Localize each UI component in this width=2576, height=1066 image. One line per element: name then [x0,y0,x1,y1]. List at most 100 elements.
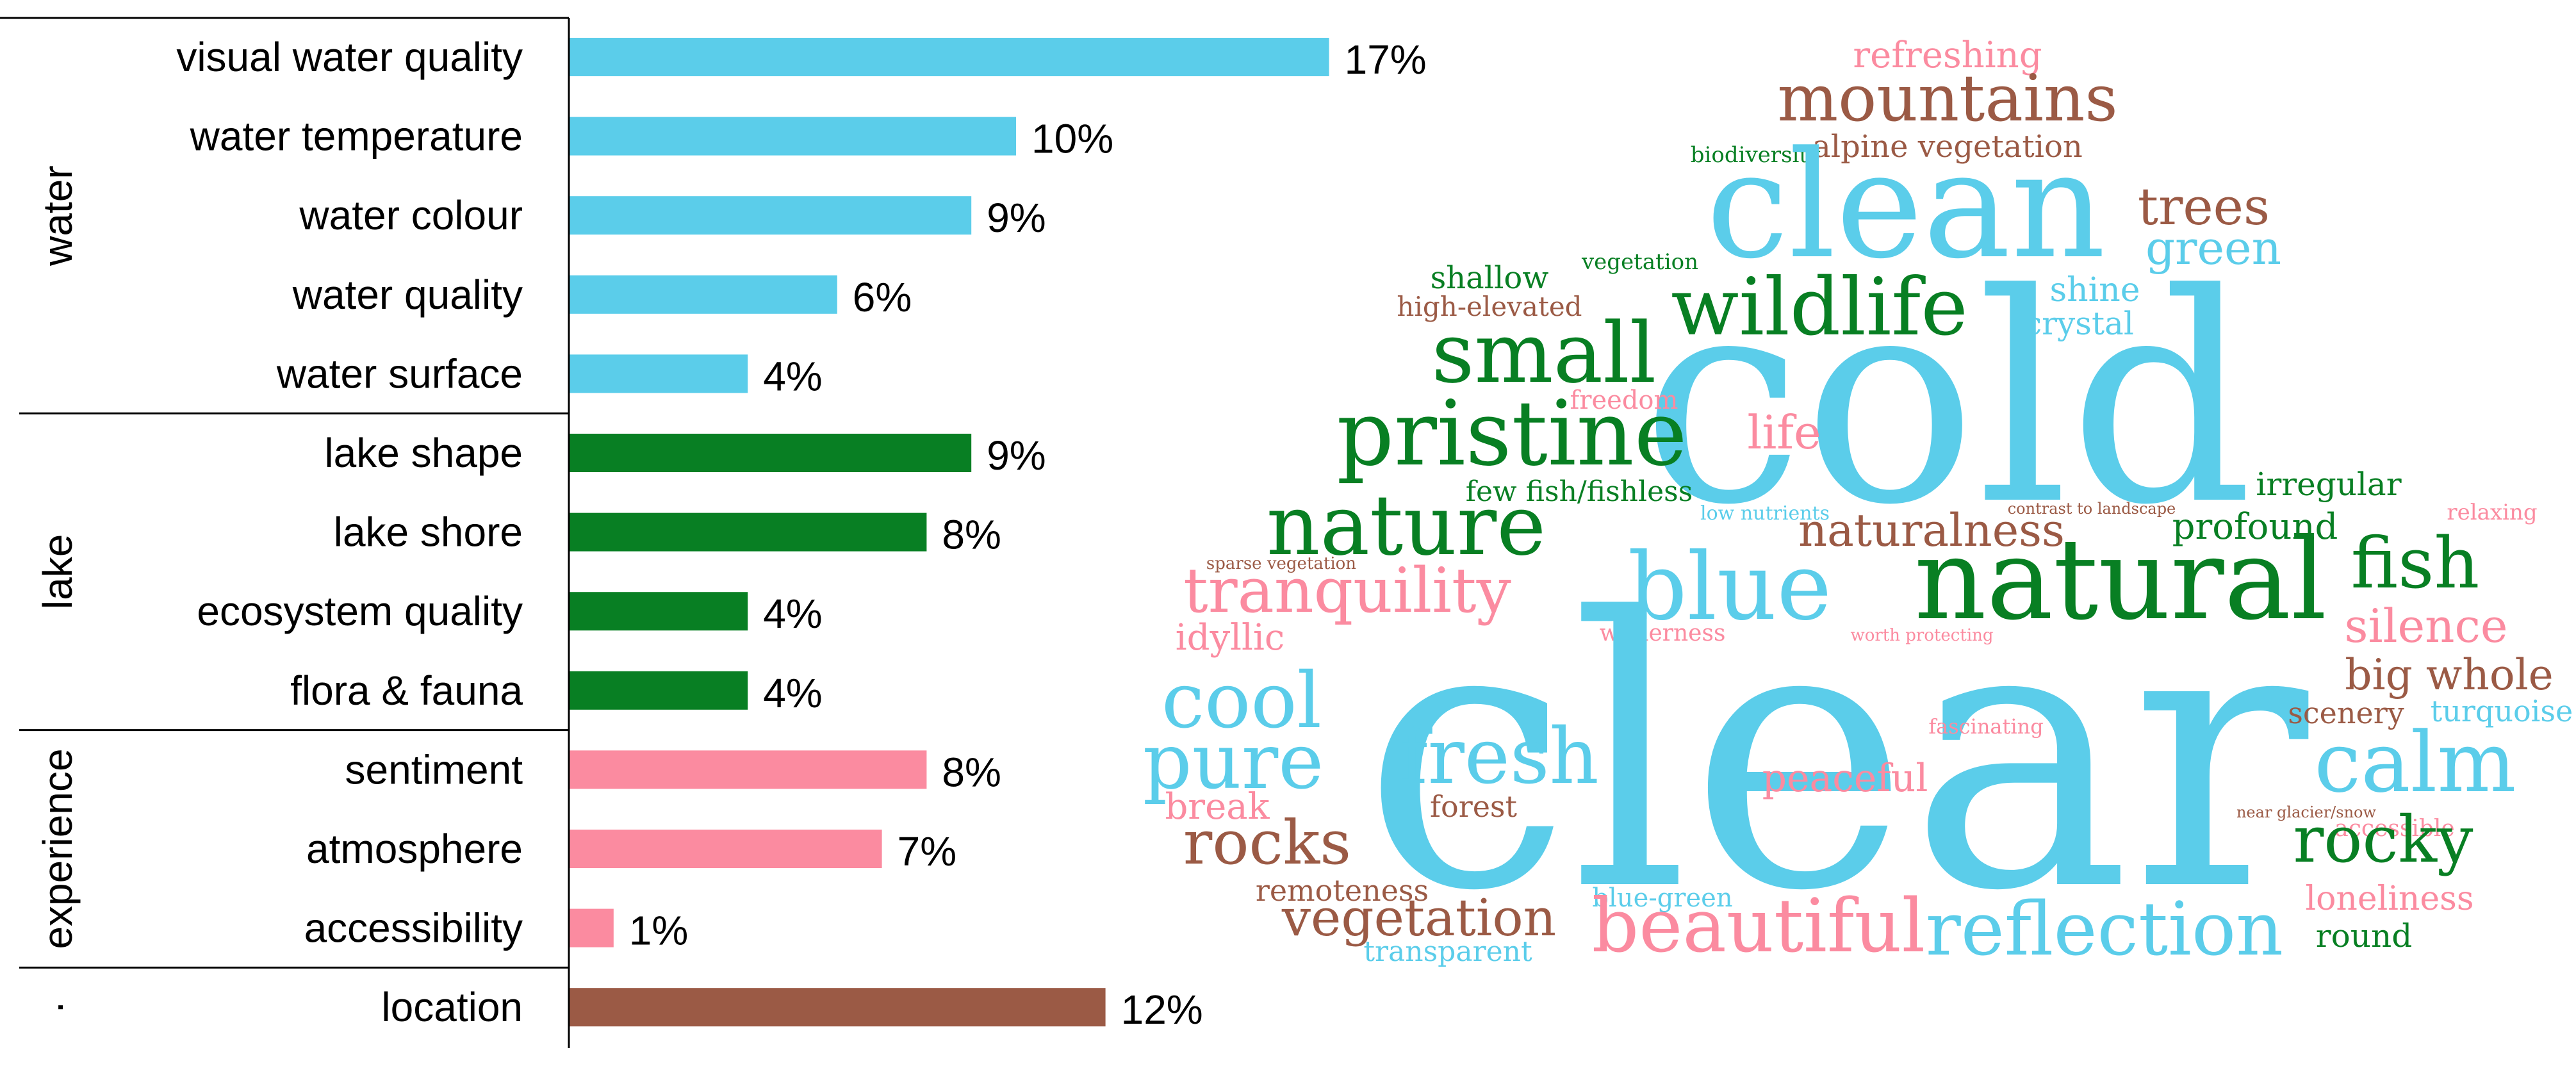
category-label: water surface [276,350,523,397]
value-label: 4% [763,353,823,399]
word-blue: blue [1628,533,1832,641]
bar-water-temperature [569,117,1016,156]
category-label: sentiment [345,746,523,792]
bar-visual-water-quality [569,38,1329,76]
category-label: lake shore [334,509,523,555]
word-refreshing: refreshing [1853,35,2042,76]
word-peaceful: peaceful [1762,756,1928,801]
bar-location [569,988,1106,1027]
category-label: water quality [292,272,523,318]
bar-accessibility [569,908,614,947]
bar-sentiment [569,750,927,789]
value-label: 4% [763,591,823,637]
word-pure: pure [1143,718,1324,807]
word-biodiversity: biodiversity [1691,142,1821,168]
group-label-experience: experience [35,748,81,949]
word-scenery: scenery [2288,696,2404,730]
category-label: water colour [299,192,523,238]
value-label: 17% [1345,37,1427,83]
word-nature: nature [1267,477,1546,574]
category-label: water temperature [190,113,523,160]
bar-water-surface [569,354,748,393]
word-clean: clean [1706,120,2106,291]
bar-water-quality [569,275,837,314]
word-contrast-to-landscape: contrast to landscape [2008,500,2176,518]
word-vegetation: vegetation [1581,249,1698,275]
group-label-lake: lake [35,534,81,609]
word-rocky: rocky [2293,802,2473,877]
word-life: life [1747,406,1821,459]
word-shallow: shallow [1431,260,1549,296]
word-fascinating: fascinating [1928,714,2043,739]
bar-ecosystem-quality [569,592,748,631]
word-wildlife: wildlife [1671,261,1967,354]
bar-flora-fauna [569,671,748,710]
word-accessible: accessible [2334,816,2454,842]
category-label: atmosphere [306,826,523,872]
word-clear: clear [1363,539,2311,972]
bar-atmosphere [569,830,882,868]
word-fresh: fresh [1399,712,1599,801]
word-wilderness: wilderness [1600,620,1726,646]
word-beautiful: beautiful [1592,883,1926,969]
word-loneliness: loneliness [2305,880,2473,918]
bar-chart: visual water quality 17% water temperature… [0,17,1427,1048]
word-silence: silence [2345,599,2508,653]
category-label: ecosystem quality [197,588,523,634]
word-worth-protecting: worth protecting [1850,626,1993,645]
word-vegetation: vegetation [1281,888,1556,947]
value-label: 10% [1031,116,1113,162]
group-label-water: water [35,165,81,266]
word-rocks: rocks [1183,808,1351,878]
bar-water-colour [569,196,972,235]
word-naturalness: naturalness [1798,504,2065,557]
word-natural: natural [1914,515,2327,645]
word-reflection: reflection [1926,887,2284,972]
word-sparse-vegetation: sparse vegetation [1206,554,1356,573]
word-profound: profound [2172,506,2338,548]
word-tranquility: tranquility [1183,555,1511,627]
word-high-elevated: high-elevated [1397,291,1582,322]
value-label: 8% [942,512,1001,558]
word-green: green [2145,221,2281,275]
value-label: 9% [987,195,1046,241]
word-alpine-vegetation: alpine vegetation [1812,129,2083,165]
value-label: 8% [942,749,1001,795]
category-label: accessibility [304,905,523,951]
word-irregular: irregular [2256,466,2401,503]
word-trees: trees [2138,177,2270,236]
word-remoteness: remoteness [1256,873,1429,908]
category-label: visual water quality [176,34,523,80]
group-label-other: · [35,1001,81,1014]
word-few-fish-fishless: few fish/fishless [1466,475,1693,508]
word-round: round [2316,917,2412,955]
value-label: 12% [1121,987,1203,1033]
value-label: 9% [987,432,1046,479]
word-low-nutrients: low nutrients [1700,502,1830,525]
word-forest: forest [1430,789,1518,824]
value-label: 7% [898,828,957,874]
category-label: lake shape [324,430,523,476]
value-label: 1% [629,908,689,954]
word-mountains: mountains [1777,61,2117,136]
word-crystal: crystal [2024,305,2134,342]
word-break: break [1165,786,1270,828]
word-small: small [1432,304,1657,402]
category-label: location [381,984,523,1030]
word-cold: cold [1642,233,2254,568]
word-fish: fish [2351,522,2480,604]
word-freedom: freedom [1570,386,1678,415]
word-near-glacier-snow: near glacier/snow [2236,803,2377,821]
value-label: 4% [763,670,823,716]
word-shine: shine [2049,271,2140,309]
bar-lake-shape [569,434,972,472]
word-relaxing: relaxing [2447,500,2537,525]
word-calm: calm [2314,714,2516,811]
word-transparent: transparent [1363,935,1532,968]
word-blue-green: blue-green [1592,883,1732,913]
word-turquoise: turquoise [2431,694,2573,728]
word-cool: cool [1161,657,1322,746]
word-pristine: pristine [1336,382,1687,486]
